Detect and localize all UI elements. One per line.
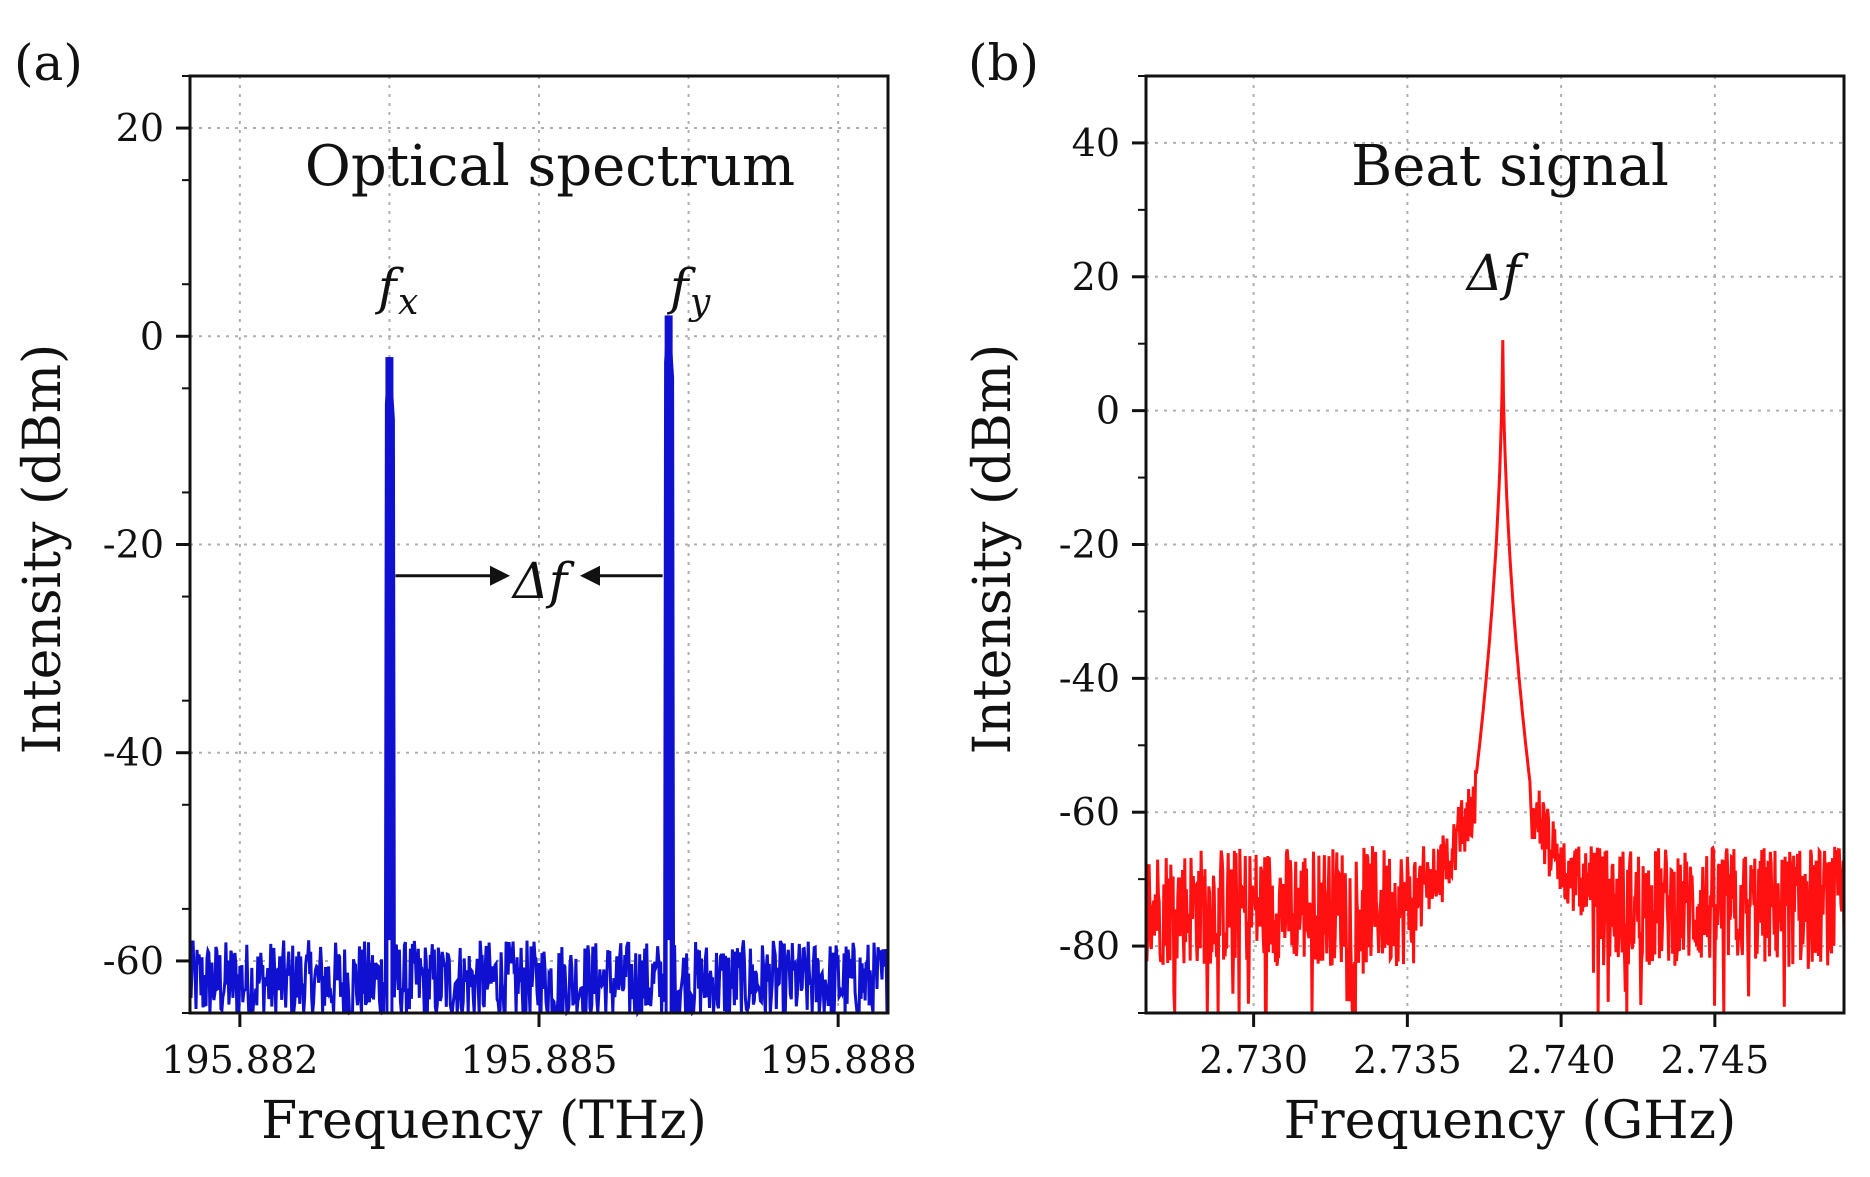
- y-tick-label: -20: [103, 523, 164, 567]
- y-tick-label: 0: [1096, 389, 1120, 433]
- y-tick-label: 40: [1072, 121, 1120, 165]
- panel-b: (b) Intensity (dBm) Frequency (GHz) 2.73…: [963, 34, 1846, 1151]
- x-tick-label: 195.888: [760, 1038, 917, 1082]
- y-tick-label: 0: [140, 314, 164, 358]
- panel-a: (a) Intensity (dBm) Frequency (THz) 195.…: [13, 34, 917, 1151]
- panel-b-ticks: 2.730 2.735 2.740 2.745 40 20 0 -20 -40 -60 -80: [1059, 75, 1769, 1082]
- arrow-right-head: [490, 565, 510, 586]
- fy-label-sub: y: [688, 282, 711, 323]
- panel-b-label: (b): [968, 34, 1039, 92]
- x-tick-label: 2.740: [1507, 1038, 1616, 1082]
- x-tick-label: 2.745: [1660, 1038, 1769, 1082]
- fx-label-sub: x: [398, 282, 418, 323]
- y-tick-label: 20: [1072, 255, 1120, 299]
- peak-notch: [388, 940, 391, 1013]
- beat-signal-trace: [1144, 340, 1846, 1015]
- peak-notch: [667, 940, 670, 1013]
- panel-a-frame: [188, 74, 890, 1015]
- panel-a-title: Optical spectrum: [305, 134, 795, 199]
- panel-a-ticks: 195.882 195.885 195.888 20 0 -20 -40 -60: [103, 75, 917, 1082]
- panel-b-xlabel: Frequency (GHz): [1284, 1091, 1737, 1151]
- panel-b-title: Beat signal: [1351, 134, 1669, 199]
- panel-a-delta-label: Δf: [511, 552, 575, 610]
- panel-b-grid: [1146, 76, 1844, 1013]
- panel-b-ylabel: Intensity (dBm): [963, 344, 1023, 755]
- fx-label: f x: [374, 258, 418, 323]
- panel-a-ylabel: Intensity (dBm): [13, 344, 73, 755]
- fy-label: f y: [666, 258, 711, 323]
- y-tick-label: 20: [116, 106, 164, 150]
- fx-peak: [385, 357, 394, 1014]
- x-tick-label: 2.730: [1199, 1038, 1308, 1082]
- x-tick-label: 195.885: [460, 1038, 617, 1082]
- panel-a-plot-area: [188, 315, 889, 1018]
- x-tick-label: 2.735: [1353, 1038, 1462, 1082]
- panel-b-delta-label: Δf: [1465, 244, 1529, 302]
- optical-spectrum-trace: [188, 315, 889, 1018]
- arrow-left-head: [580, 565, 600, 586]
- y-tick-label: -80: [1059, 924, 1120, 968]
- x-tick-label: 195.882: [161, 1038, 318, 1082]
- fy-peak: [664, 315, 673, 1013]
- panel-a-label: (a): [14, 34, 83, 92]
- y-tick-label: -40: [103, 731, 164, 775]
- panel-b-plot-area: [1144, 340, 1846, 1015]
- delta-f-arrows: [395, 565, 663, 586]
- panel-a-xlabel: Frequency (THz): [261, 1091, 707, 1151]
- y-tick-label: -20: [1059, 523, 1120, 567]
- y-tick-label: -60: [1059, 790, 1120, 834]
- y-tick-label: -40: [1059, 656, 1120, 700]
- panel-b-frame: [1144, 74, 1846, 1015]
- panel-a-grid: [190, 76, 888, 1013]
- y-tick-label: -60: [103, 939, 164, 983]
